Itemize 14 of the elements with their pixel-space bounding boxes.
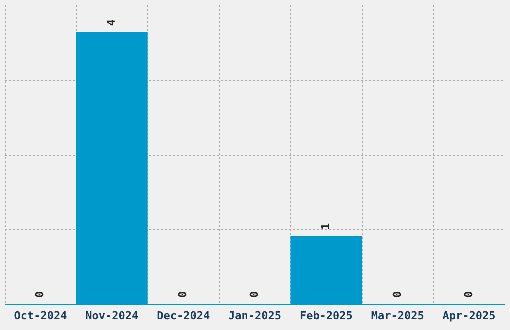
x-tick-label: Nov-2024 [86,310,140,322]
data-label: 0 [176,291,190,298]
x-tick-label: Jan-2025 [228,310,282,322]
data-label: 0 [390,291,404,298]
data-label: 4 [105,19,118,26]
data-label: 0 [34,291,47,298]
x-tick-label: Feb-2025 [300,310,353,322]
x-tick-label: Oct-2024 [14,310,68,322]
data-label: 1 [319,223,332,230]
data-label: 0 [462,291,476,298]
x-tick-label: Mar-2025 [371,310,424,322]
x-tick-label: Dec-2024 [157,310,210,322]
x-tick-label: Apr-2025 [442,310,496,322]
data-label: 0 [248,291,261,298]
